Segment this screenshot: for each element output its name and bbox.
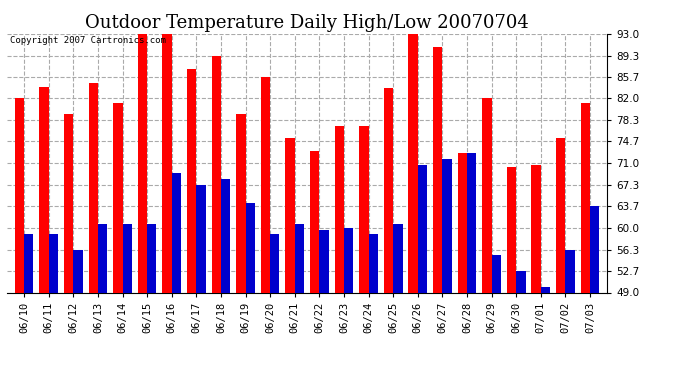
Bar [39,87,49,292]
Bar [14,99,24,292]
Bar [310,152,319,292]
Title: Outdoor Temperature Daily High/Low 20070704: Outdoor Temperature Daily High/Low 20070… [85,14,529,32]
Bar [335,126,344,292]
Bar [197,185,206,292]
Text: Copyright 2007 Cartronics.com: Copyright 2007 Cartronics.com [10,36,166,45]
Bar [113,102,123,292]
Bar [384,88,393,292]
Bar [344,228,353,292]
Bar [507,167,516,292]
Bar [359,126,368,292]
Bar [433,47,442,292]
Bar [162,34,172,292]
Bar [236,114,246,292]
Bar [491,255,501,292]
Bar [467,153,476,292]
Bar [49,234,58,292]
Bar [187,69,197,292]
Bar [246,202,255,292]
Bar [270,234,279,292]
Bar [368,234,378,292]
Bar [531,165,541,292]
Bar [295,224,304,292]
Bar [88,82,98,292]
Bar [565,250,575,292]
Bar [73,250,83,292]
Bar [580,102,590,292]
Bar [319,230,328,292]
Bar [457,153,467,292]
Bar [442,159,452,292]
Bar [261,76,270,292]
Bar [98,224,107,292]
Bar [24,234,34,292]
Bar [123,224,132,292]
Bar [482,99,491,292]
Bar [417,165,427,292]
Bar [138,34,147,292]
Bar [556,138,565,292]
Bar [408,34,417,292]
Bar [64,114,73,292]
Bar [516,271,526,292]
Bar [221,179,230,292]
Bar [172,173,181,292]
Bar [541,286,550,292]
Bar [147,224,157,292]
Bar [286,138,295,292]
Bar [393,224,402,292]
Bar [590,206,600,292]
Bar [212,56,221,292]
